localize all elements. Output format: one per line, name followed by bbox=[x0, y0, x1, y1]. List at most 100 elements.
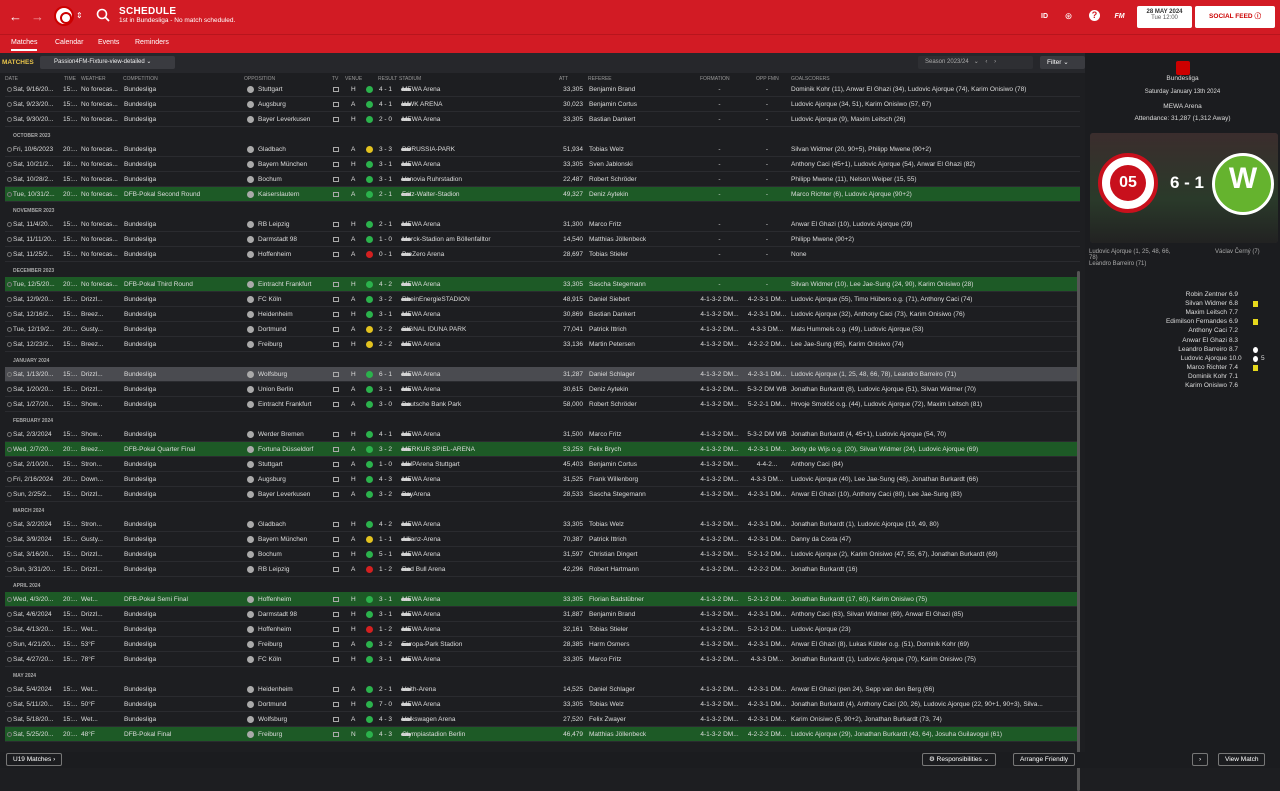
table-row[interactable]: Sat, 10/21/2... 18:... No forecas... Bundes… bbox=[5, 157, 1080, 172]
table-row[interactable]: Sat, 11/11/20... 15:... No forecas... Bunde… bbox=[5, 232, 1080, 247]
tab-events[interactable]: Events bbox=[98, 39, 120, 46]
chevron-updown-icon[interactable]: ⇕ bbox=[76, 11, 83, 20]
rating-row[interactable]: Dominik Kohr 7.1 bbox=[1115, 373, 1265, 382]
rating-row[interactable]: Ludovic Ajorque 10.0 5 bbox=[1115, 355, 1265, 364]
cell-opposition[interactable]: Bayer Leverkusen bbox=[258, 491, 311, 498]
tab-calendar[interactable]: Calendar bbox=[55, 39, 84, 46]
rating-row[interactable]: Anthony Caci 7.2 bbox=[1115, 327, 1265, 336]
table-row[interactable]: Sat, 5/25/20... 20:... 48°F DFB-Pokal Final… bbox=[5, 727, 1080, 742]
col-referee[interactable]: REFEREE bbox=[588, 76, 612, 82]
col-weather[interactable]: WEATHER bbox=[81, 76, 106, 82]
table-row[interactable]: Sat, 1/13/20... 15:... Drizzl... Bundesliga… bbox=[5, 367, 1080, 382]
rating-row[interactable]: Marco Richter 7.4 bbox=[1115, 364, 1265, 373]
table-row[interactable]: Sun, 3/31/20... 15:... Drizzl... Bundesliga… bbox=[5, 562, 1080, 577]
season-select[interactable]: Season 2023/24 ⌄ ‹ › bbox=[918, 56, 1033, 69]
cell-opposition[interactable]: Bochum bbox=[258, 551, 282, 558]
cell-opposition[interactable]: Hoffenheim bbox=[258, 251, 292, 258]
cell-opposition[interactable]: Augsburg bbox=[258, 476, 286, 483]
cell-opposition[interactable]: RB Leipzig bbox=[258, 221, 290, 228]
scrollbar[interactable] bbox=[1077, 271, 1080, 791]
col-formation[interactable]: FORMATION bbox=[700, 76, 730, 82]
table-row[interactable]: Sat, 5/11/20... 15:... 50°F Bundesliga Dortm… bbox=[5, 697, 1080, 712]
cell-opposition[interactable]: Heidenheim bbox=[258, 311, 293, 318]
id-button[interactable]: ID bbox=[1041, 13, 1048, 20]
cell-opposition[interactable]: Darmstadt 98 bbox=[258, 611, 298, 618]
rating-row[interactable]: Edimilson Fernandes 6.9 bbox=[1115, 318, 1265, 327]
cell-opposition[interactable]: Dortmund bbox=[258, 701, 287, 708]
date-display[interactable]: 28 MAY 2024 Tue 12:00 bbox=[1137, 6, 1192, 28]
col-opp-fmn[interactable]: OPP FMN bbox=[756, 76, 779, 82]
table-row[interactable]: Sat, 3/2/2024 15:... Stron... Bundesliga Gla… bbox=[5, 517, 1080, 532]
social-feed-button[interactable]: SOCIAL FEED ⓘ bbox=[1195, 6, 1275, 28]
table-row[interactable]: Tue, 12/19/2... 20:... Gusty... Bundesliga D… bbox=[5, 322, 1080, 337]
col-result[interactable]: RESULT bbox=[378, 76, 398, 82]
rating-row[interactable]: Karim Onisiwo 7.6 bbox=[1115, 382, 1265, 391]
rating-row[interactable]: Maxim Leitsch 7.7 bbox=[1115, 309, 1265, 318]
match-image[interactable]: 6 - 1 bbox=[1090, 133, 1278, 243]
search-icon[interactable] bbox=[96, 8, 110, 22]
col-opposition[interactable]: OPPOSITION bbox=[244, 76, 276, 82]
cell-opposition[interactable]: Hoffenheim bbox=[258, 626, 292, 633]
cell-opposition[interactable]: FC Köln bbox=[258, 656, 282, 663]
u19-matches-button[interactable]: U19 Matches › bbox=[6, 753, 63, 766]
globe-icon[interactable]: ⊛ bbox=[1064, 11, 1073, 21]
club-crest-icon[interactable] bbox=[54, 6, 74, 26]
cell-opposition[interactable]: Bayern München bbox=[258, 161, 308, 168]
cell-opposition[interactable]: Eintracht Frankfurt bbox=[258, 401, 312, 408]
table-row[interactable]: Wed, 4/3/20... 20:... Wet... DFB-Pokal Semi… bbox=[5, 592, 1080, 607]
table-row[interactable]: Sat, 5/18/20... 15:... Wet... Bundesliga Wol… bbox=[5, 712, 1080, 727]
table-row[interactable]: Sat, 12/23/2... 15:... Breez... Bundesliga F… bbox=[5, 337, 1080, 352]
back-icon[interactable]: ← bbox=[9, 9, 22, 24]
col-venue[interactable]: VENUE bbox=[345, 76, 363, 82]
col-goalscorers[interactable]: GOALSCORERS bbox=[791, 76, 830, 82]
rating-row[interactable]: Robin Zentner 6.9 bbox=[1115, 291, 1265, 300]
table-row[interactable]: Sun, 4/21/20... 15:... 53°F Bundesliga Freib… bbox=[5, 637, 1080, 652]
cell-opposition[interactable]: Hoffenheim bbox=[258, 596, 292, 603]
col-tv[interactable]: TV bbox=[332, 76, 339, 82]
view-select[interactable]: Passion4FM-Fixture-view-detailed ⌄ bbox=[40, 56, 175, 69]
col-att[interactable]: ATT bbox=[559, 76, 569, 82]
cell-opposition[interactable]: Freiburg bbox=[258, 731, 283, 738]
table-row[interactable]: Sat, 5/4/2024 15:... Wet... Bundesliga Heide… bbox=[5, 682, 1080, 697]
table-row[interactable]: Sat, 1/20/20... 15:... Drizzl... Bundesliga… bbox=[5, 382, 1080, 397]
cell-opposition[interactable]: RB Leipzig bbox=[258, 566, 290, 573]
table-row[interactable]: Sat, 3/9/2024 15:... Gusty... Bundesliga Bay… bbox=[5, 532, 1080, 547]
table-row[interactable]: Sat, 9/16/20... 15:... No forecas... Bundes… bbox=[5, 82, 1080, 97]
fm-logo[interactable]: FM bbox=[1114, 13, 1125, 20]
cell-opposition[interactable]: FC Köln bbox=[258, 296, 282, 303]
col-time[interactable]: TIME bbox=[64, 76, 76, 82]
cell-opposition[interactable]: Wolfsburg bbox=[258, 371, 288, 378]
arrange-friendly-button[interactable]: Arrange Friendly bbox=[1013, 753, 1076, 766]
cell-opposition[interactable]: Stuttgart bbox=[258, 86, 283, 93]
forward-icon[interactable]: → bbox=[31, 9, 44, 24]
col-competition[interactable]: COMPETITION bbox=[123, 76, 158, 82]
rating-row[interactable]: Leandro Barreiro 8.7 bbox=[1115, 346, 1265, 355]
responsibilities-button[interactable]: ⚙ Responsibilities ⌄ bbox=[922, 753, 997, 766]
cell-opposition[interactable]: Bochum bbox=[258, 176, 282, 183]
view-match-button[interactable]: View Match bbox=[1218, 753, 1266, 766]
table-row[interactable]: Sat, 12/16/2... 15:... Breez... Bundesliga H… bbox=[5, 307, 1080, 322]
cell-opposition[interactable]: Freiburg bbox=[258, 341, 283, 348]
table-row[interactable]: Sat, 9/30/20... 15:... No forecas... Bundes… bbox=[5, 112, 1080, 127]
table-row[interactable]: Sat, 2/3/2024 15:... Show... Bundesliga Werd… bbox=[5, 427, 1080, 442]
col-stadium[interactable]: STADIUM bbox=[399, 76, 422, 82]
help-icon[interactable]: ? bbox=[1089, 10, 1100, 21]
table-row[interactable]: Wed, 2/7/20... 20:... Breez... DFB-Pokal Qu… bbox=[5, 442, 1080, 457]
table-row[interactable]: Sat, 11/4/20... 15:... No forecas... Bundes… bbox=[5, 217, 1080, 232]
cell-opposition[interactable]: Darmstadt 98 bbox=[258, 236, 298, 243]
cell-opposition[interactable]: Bayer Leverkusen bbox=[258, 116, 311, 123]
table-row[interactable]: Fri, 10/6/2023 20:... No forecas... Bundesl… bbox=[5, 142, 1080, 157]
cell-opposition[interactable]: Stuttgart bbox=[258, 461, 283, 468]
table-row[interactable]: Sun, 2/25/2... 15:... Drizzl... Bundesliga B… bbox=[5, 487, 1080, 502]
cell-opposition[interactable]: Eintracht Frankfurt bbox=[258, 281, 312, 288]
table-row[interactable]: Sat, 4/13/20... 15:... Wet... Bundesliga Hof… bbox=[5, 622, 1080, 637]
table-row[interactable]: Sat, 4/27/20... 15:... 78°F Bundesliga FC Kö… bbox=[5, 652, 1080, 667]
table-row[interactable]: Sat, 1/27/20... 15:... Show... Bundesliga Ei… bbox=[5, 397, 1080, 412]
table-row[interactable]: Sat, 9/23/20... 15:... No forecas... Bundes… bbox=[5, 97, 1080, 112]
tab-reminders[interactable]: Reminders bbox=[135, 39, 169, 46]
rating-row[interactable]: Silvan Widmer 6.8 bbox=[1115, 300, 1265, 309]
col-date[interactable]: DATE bbox=[5, 76, 18, 82]
cell-opposition[interactable]: Dortmund bbox=[258, 326, 287, 333]
table-row[interactable]: Sat, 3/16/20... 15:... Drizzl... Bundesliga… bbox=[5, 547, 1080, 562]
table-row[interactable]: Sat, 10/28/2... 15:... No forecas... Bundes… bbox=[5, 172, 1080, 187]
